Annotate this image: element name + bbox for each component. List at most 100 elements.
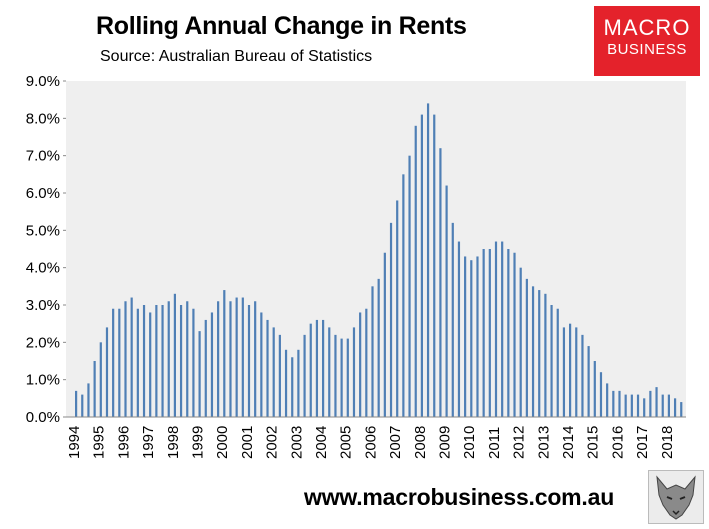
bar xyxy=(112,308,115,417)
chart-title: Rolling Annual Change in Rents xyxy=(96,12,467,40)
y-tick-label: 1.0% xyxy=(26,372,60,389)
bar xyxy=(587,346,590,417)
bar xyxy=(439,148,442,417)
bar xyxy=(643,398,646,417)
y-tick-label: 9.0% xyxy=(26,73,60,90)
x-tick-label: 2018 xyxy=(659,426,676,459)
bar xyxy=(155,305,158,417)
bar xyxy=(278,334,281,417)
bar xyxy=(284,349,288,417)
bar xyxy=(544,293,547,417)
bar xyxy=(426,103,430,418)
bar xyxy=(254,301,257,417)
logo-line-business: BUSINESS xyxy=(607,41,687,58)
bar xyxy=(501,241,504,417)
x-tick-label: 2007 xyxy=(387,426,404,459)
bar xyxy=(223,290,226,417)
bar xyxy=(519,267,522,417)
bar xyxy=(408,155,411,418)
bar xyxy=(649,390,652,417)
footer-url: www.macrobusiness.com.au xyxy=(304,484,615,510)
x-tick-label: 2010 xyxy=(461,426,478,459)
bar-series xyxy=(75,103,683,418)
bar xyxy=(562,327,566,417)
bar xyxy=(328,327,331,417)
bar xyxy=(673,398,677,417)
wolf-mascot-icon xyxy=(648,470,704,524)
bar xyxy=(173,293,176,417)
bar xyxy=(593,361,596,417)
bar xyxy=(476,256,479,417)
x-tick-label: 2009 xyxy=(437,426,454,459)
bar xyxy=(655,387,658,417)
x-tick-label: 2001 xyxy=(239,426,256,459)
bar xyxy=(383,252,386,417)
bar xyxy=(260,312,263,417)
bar xyxy=(81,394,84,417)
bar xyxy=(322,319,325,417)
bar xyxy=(149,312,152,417)
bar xyxy=(445,185,448,417)
x-tick-label: 1997 xyxy=(140,426,157,459)
bar xyxy=(105,327,109,417)
bar xyxy=(161,305,164,417)
bar xyxy=(179,305,183,417)
x-tick-label: 2005 xyxy=(338,426,355,459)
y-tick-label: 5.0% xyxy=(26,222,60,239)
bar xyxy=(297,349,300,417)
bar xyxy=(377,278,380,417)
bar xyxy=(167,301,170,417)
x-tick-label: 2017 xyxy=(634,426,651,459)
bar xyxy=(457,241,461,417)
bar xyxy=(661,394,664,417)
bar xyxy=(433,114,436,417)
bar xyxy=(599,372,603,417)
bar xyxy=(371,286,374,417)
bar xyxy=(538,290,541,417)
bar xyxy=(229,301,232,417)
bar xyxy=(124,301,127,417)
bar xyxy=(352,327,356,417)
bar xyxy=(636,394,640,417)
macrobusiness-logo: MACRO BUSINESS xyxy=(594,6,700,76)
bar xyxy=(451,222,454,417)
bar xyxy=(569,323,572,417)
bar xyxy=(266,319,269,417)
bar xyxy=(630,394,633,417)
x-tick-label: 2016 xyxy=(609,426,626,459)
x-tick-label: 2000 xyxy=(214,426,231,459)
logo-line-macro: MACRO xyxy=(603,15,691,40)
x-tick-label: 1995 xyxy=(91,426,108,459)
bar xyxy=(272,327,275,417)
y-tick-label: 8.0% xyxy=(26,110,60,127)
bar xyxy=(612,390,615,417)
x-tick-label: 2014 xyxy=(560,426,577,459)
x-tick-label: 2013 xyxy=(535,426,552,459)
bar xyxy=(618,390,621,417)
bar xyxy=(396,200,399,417)
bar xyxy=(531,286,535,417)
plot-area xyxy=(66,81,686,417)
bar xyxy=(507,249,510,417)
bar xyxy=(513,252,516,417)
bar xyxy=(464,256,467,417)
bar xyxy=(470,260,473,417)
bar xyxy=(99,342,102,417)
x-tick-label: 1996 xyxy=(115,426,132,459)
x-tick-label: 2008 xyxy=(412,426,429,459)
x-tick-label: 1998 xyxy=(165,426,182,459)
bar xyxy=(118,308,121,417)
bar xyxy=(346,338,349,417)
bar xyxy=(142,305,146,417)
y-tick-label: 6.0% xyxy=(26,185,60,202)
x-axis-ticks: 1994 1995 1996 1997 1998 1999 2000 2001 2002 2003… xyxy=(66,426,676,459)
bar xyxy=(186,301,189,417)
x-tick-label: 1999 xyxy=(190,426,207,459)
y-tick-label: 3.0% xyxy=(26,297,60,314)
y-tick-label: 0.0% xyxy=(26,409,60,426)
bar xyxy=(247,305,251,417)
x-tick-label: 2012 xyxy=(511,426,528,459)
x-tick-label: 2011 xyxy=(486,427,503,459)
y-tick-label: 4.0% xyxy=(26,260,60,277)
bar xyxy=(680,402,683,417)
